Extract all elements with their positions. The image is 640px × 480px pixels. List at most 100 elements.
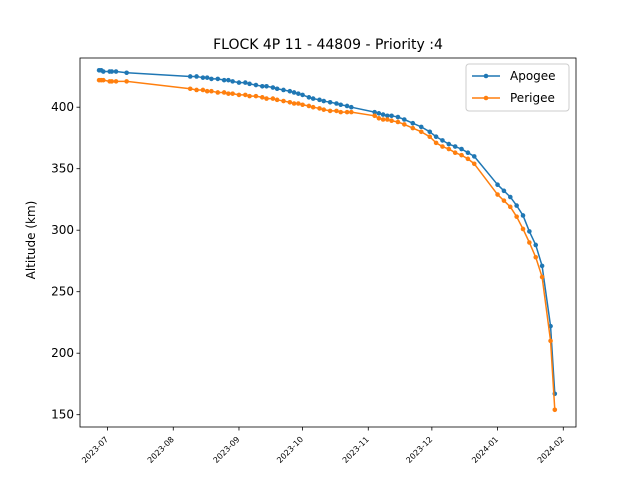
y-tick-label: 150: [51, 408, 74, 422]
y-tick-label: 250: [51, 285, 74, 299]
apogee-point: [253, 82, 259, 88]
perigee-point: [109, 79, 115, 84]
apogee-point: [300, 92, 305, 98]
perigee-point: [296, 101, 301, 106]
perigee-point: [372, 113, 377, 119]
perigee-point: [338, 109, 344, 115]
perigee-point: [200, 87, 206, 93]
perigee-point: [527, 240, 532, 245]
perigee-point: [501, 198, 507, 203]
apogee-point: [507, 194, 513, 200]
apogee-point: [321, 98, 327, 104]
apogee-point: [501, 188, 507, 194]
apogee-point: [310, 96, 316, 101]
apogee-point: [281, 87, 286, 93]
apogee-point: [395, 114, 401, 120]
apogee-point: [372, 109, 377, 115]
perigee-point: [101, 77, 106, 83]
perigee-point: [433, 140, 439, 146]
apogee-point: [334, 101, 339, 106]
perigee-point: [243, 92, 248, 98]
perigee-point: [452, 150, 458, 156]
apogee-point: [226, 77, 231, 83]
perigee-point: [209, 88, 214, 94]
apogee-point: [533, 242, 539, 248]
apogee-point: [291, 90, 297, 95]
perigee-point: [465, 156, 471, 162]
chart-title: FLOCK 4P 11 - 44809 - Priority :4: [213, 37, 443, 53]
apogee-point: [389, 113, 394, 119]
legend-apogee-label: Apogee: [510, 69, 556, 83]
y-tick-label: 400: [51, 100, 74, 114]
legend-apogee-marker: [483, 73, 489, 79]
perigee-point: [270, 96, 276, 101]
perigee-point: [459, 152, 464, 158]
apogee-point: [338, 102, 344, 108]
perigee-point: [264, 96, 269, 101]
perigee-point: [548, 338, 553, 344]
apogee-point: [427, 129, 433, 135]
y-axis-label: Altitude (km): [24, 201, 38, 280]
perigee-point: [317, 106, 322, 111]
apogee-point: [221, 77, 227, 83]
apogee-point: [380, 112, 386, 117]
perigee-point: [440, 144, 445, 149]
perigee-point: [376, 115, 382, 121]
apogee-point: [465, 150, 471, 156]
perigee-point: [533, 254, 539, 260]
apogee-point: [243, 80, 248, 85]
apogee-point: [459, 146, 464, 152]
apogee-point: [446, 141, 452, 147]
apogee-point: [306, 95, 312, 100]
apogee-point: [385, 113, 390, 119]
perigee-point: [321, 107, 327, 112]
apogee-point: [402, 117, 407, 122]
apogee-point: [215, 76, 221, 82]
apogee-point: [230, 79, 235, 84]
perigee-point: [334, 108, 339, 114]
legend-perigee-marker: [483, 95, 489, 101]
apogee-point: [287, 88, 293, 94]
series-apogee: [96, 68, 558, 397]
perigee-point: [287, 99, 293, 105]
perigee-point: [247, 93, 252, 99]
apogee-point: [101, 69, 106, 74]
perigee-point: [306, 103, 312, 109]
apogee-point: [259, 83, 265, 89]
perigee-point: [215, 90, 221, 95]
perigee-point: [446, 146, 452, 152]
y-tick-label: 300: [51, 223, 74, 237]
legend-perigee-label: Perigee: [510, 91, 555, 105]
perigee-point: [194, 87, 199, 93]
apogee-point: [349, 104, 354, 110]
perigee-point: [495, 192, 500, 197]
apogee-point: [113, 69, 119, 74]
legend: Apogee Perigee: [465, 63, 570, 112]
perigee-point: [281, 98, 286, 104]
y-axis-ticks: 150 200 250 300 350 400: [51, 100, 80, 422]
apogee-point: [376, 111, 382, 116]
perigee-point: [259, 95, 265, 100]
apogee-point: [433, 134, 439, 140]
perigee-point: [113, 79, 119, 84]
perigee-point: [514, 214, 519, 219]
perigee-point: [520, 226, 526, 232]
series-layer: [96, 68, 558, 413]
apogee-point: [471, 154, 477, 159]
perigee-point: [236, 92, 242, 98]
perigee-point: [418, 129, 424, 135]
perigee-point: [291, 101, 297, 106]
perigee-point: [410, 125, 416, 131]
apogee-point: [527, 229, 532, 234]
apogee-point: [236, 80, 242, 85]
perigee-point: [204, 88, 210, 94]
perigee-point: [230, 91, 235, 96]
y-tick-label: 350: [51, 162, 74, 176]
perigee-point: [349, 109, 354, 115]
perigee-point: [539, 274, 545, 280]
apogee-point: [274, 86, 280, 92]
apogee-point: [270, 85, 276, 90]
apogee-point: [209, 76, 214, 82]
apogee-point: [452, 144, 458, 149]
